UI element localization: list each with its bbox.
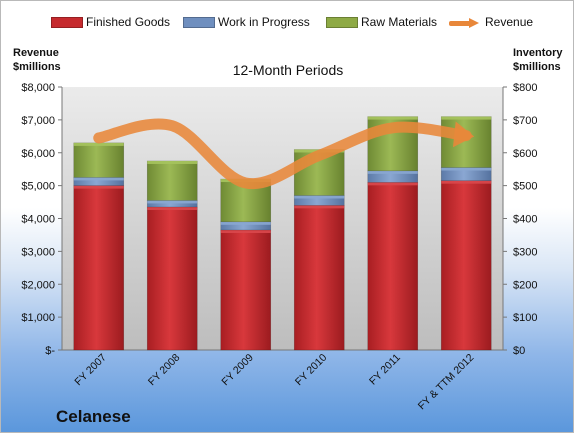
- left-axis-title-line1: Revenue: [13, 47, 59, 59]
- left-axis-tick-label: $8,000: [21, 82, 55, 94]
- bar-finished-goods-highlight: [73, 185, 124, 189]
- bar-work-in-progress-highlight: [367, 170, 418, 174]
- legend-label-revenue: Revenue: [485, 15, 534, 29]
- bar-finished-goods-highlight: [147, 206, 198, 210]
- bar-finished-goods-highlight: [294, 205, 345, 209]
- revenue-series: [93, 118, 475, 190]
- x-axis-tick-label: FY 2008: [146, 352, 183, 389]
- right-axis: $0 $100 $200 $300 $400 $500 $600 $700 $800: [62, 82, 537, 357]
- bar-finished-goods: [440, 180, 492, 351]
- legend-item-revenue: Revenue: [449, 15, 533, 29]
- right-axis-title-line2: $millions: [513, 61, 561, 73]
- bar-raw-materials-highlight: [441, 116, 492, 120]
- legend-item-work-in-progress: Work in Progress: [183, 15, 310, 29]
- bar-work-in-progress-highlight: [147, 200, 198, 204]
- left-axis-title: Revenue $millions: [13, 46, 61, 74]
- left-axis-tick-label: $6,000: [21, 148, 55, 160]
- legend-swatch-finished-goods: [51, 17, 83, 29]
- bars: [73, 116, 492, 351]
- x-axis-tick-label: FY & TTM 2012: [416, 352, 477, 413]
- bar-work-in-progress-highlight: [294, 195, 345, 199]
- right-axis-tick-label: $500: [513, 181, 537, 193]
- right-axis-tick-label: $400: [513, 214, 537, 226]
- bar-raw-materials: [146, 160, 198, 201]
- bar-finished-goods: [146, 206, 198, 351]
- bar-raw-materials: [73, 142, 125, 178]
- bar-finished-goods-highlight: [367, 182, 418, 186]
- right-axis-title-line1: Inventory: [513, 47, 563, 59]
- company-name: Celanese: [56, 407, 131, 426]
- chart-subtitle: 12-Month Periods: [232, 62, 344, 78]
- bar-work-in-progress-highlight: [220, 221, 271, 225]
- legend-arrow-revenue: [449, 17, 479, 28]
- bar-finished-goods: [367, 182, 419, 351]
- left-axis-tick-label: $7,000: [21, 115, 55, 127]
- x-axis-tick-label: FY 2009: [219, 352, 256, 389]
- left-axis-tick-label: $2,000: [21, 279, 55, 291]
- left-axis-tick-label: $4,000: [21, 214, 55, 226]
- left-axis-tick-label: $1,000: [21, 312, 55, 324]
- bar-finished-goods: [293, 205, 345, 351]
- x-axis-tick-label: FY 2011: [367, 352, 403, 388]
- right-axis-tick-label: $100: [513, 312, 537, 324]
- right-axis-tick-label: $300: [513, 246, 537, 258]
- right-axis-tick-label: $0: [513, 345, 525, 357]
- bar-finished-goods: [220, 229, 272, 351]
- bar-raw-materials: [440, 116, 492, 168]
- legend-item-finished-goods: Finished Goods: [51, 15, 170, 29]
- left-axis-tick-label: $-: [45, 345, 55, 357]
- bar-raw-materials-highlight: [367, 116, 418, 120]
- right-axis-tick-label: $600: [513, 148, 537, 160]
- x-axis-tick-label: FY 2007: [72, 352, 109, 389]
- bar-raw-materials-highlight: [73, 142, 124, 146]
- right-axis-tick-label: $200: [513, 279, 537, 291]
- right-axis-tick-label: $800: [513, 82, 537, 94]
- x-axis-tick-label: FY 2010: [293, 352, 330, 389]
- bar-finished-goods-highlight: [220, 230, 271, 234]
- left-axis: $- $1,000 $2,000 $3,000 $4,000 $5,000 $6,000 $7…: [21, 82, 63, 357]
- legend-label-work-in-progress: Work in Progress: [218, 15, 310, 29]
- left-axis-tick-label: $5,000: [21, 181, 55, 193]
- x-axis: FY 2007 FY 2008 FY 2009 FY 2010 FY 2011 FY & …: [72, 352, 476, 413]
- legend-swatch-work-in-progress: [183, 17, 215, 29]
- right-axis-tick-label: $700: [513, 115, 537, 127]
- revenue-line: [93, 118, 472, 190]
- bar-finished-goods-highlight: [441, 180, 492, 184]
- legend-item-raw-materials: Raw Materials: [326, 15, 437, 29]
- bar-work-in-progress-highlight: [73, 177, 124, 181]
- revenue-arrowhead: [452, 121, 475, 148]
- bar-finished-goods: [73, 185, 125, 351]
- bar-work-in-progress-highlight: [441, 167, 492, 171]
- bar-raw-materials-highlight: [147, 160, 198, 164]
- legend: Finished Goods Work in Progress Raw Mate…: [1, 15, 573, 35]
- left-axis-tick-label: $3,000: [21, 246, 55, 258]
- left-axis-title-line2: $millions: [13, 61, 61, 73]
- legend-swatch-raw-materials: [326, 17, 358, 29]
- legend-label-finished-goods: Finished Goods: [86, 15, 171, 29]
- right-axis-title: Inventory $millions: [513, 46, 563, 74]
- legend-label-raw-materials: Raw Materials: [361, 15, 438, 29]
